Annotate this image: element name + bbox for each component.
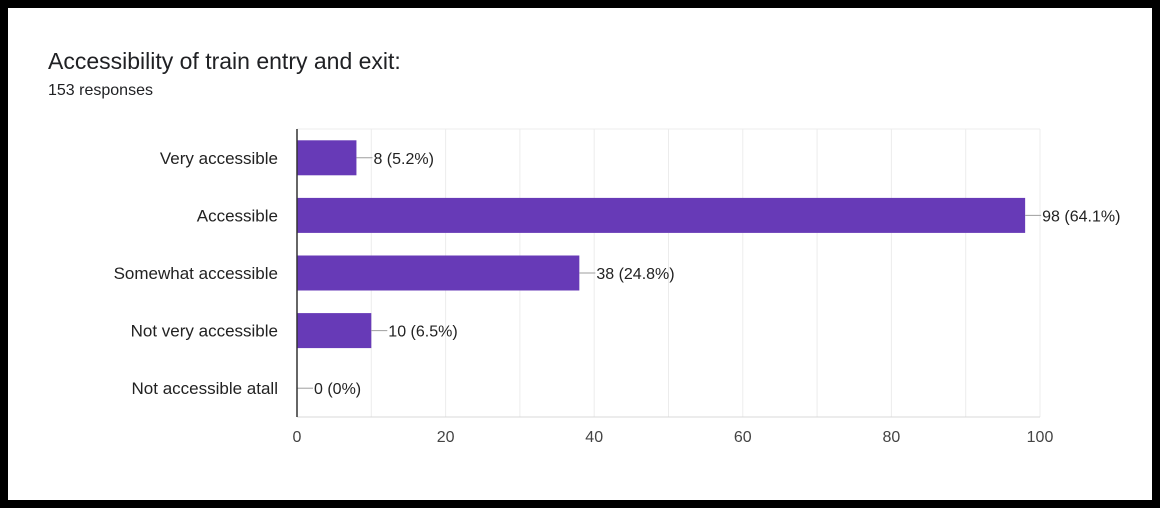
- data-label: 38 (24.8%): [596, 266, 674, 283]
- bars: [297, 140, 1026, 349]
- category-label: Not accessible atall: [132, 379, 278, 398]
- x-tick-label: 0: [293, 429, 302, 446]
- data-label: 0 (0%): [314, 381, 361, 398]
- data-label: 98 (64.1%): [1042, 208, 1120, 225]
- x-tick-label: 100: [1027, 429, 1054, 446]
- x-tick-label: 80: [883, 429, 901, 446]
- category-label: Very accessible: [160, 149, 278, 168]
- data-label: 8 (5.2%): [373, 151, 433, 168]
- response-count: 153 responses: [48, 82, 153, 99]
- labels: 0 20 40 60 80 100 Very accessible 8 (5.2%) Acces…: [114, 129, 1120, 446]
- bar: [297, 255, 580, 291]
- bar: [297, 140, 357, 176]
- chart-title: Accessibility of train entry and exit:: [48, 48, 401, 74]
- bar: [297, 313, 372, 349]
- category-label: Somewhat accessible: [114, 264, 278, 283]
- bar: [297, 197, 1026, 233]
- x-tick-label: 20: [437, 429, 455, 446]
- x-tick-label: 40: [585, 429, 603, 446]
- bar-chart: 0 20 40 60 80 100 Very accessible 8 (5.2%) Acces…: [114, 128, 1120, 446]
- x-tick-label: 60: [734, 429, 752, 446]
- chart-card: Accessibility of train entry and exit: 1…: [8, 8, 1152, 500]
- data-label: 10 (6.5%): [388, 324, 457, 341]
- category-label: Not very accessible: [131, 322, 278, 341]
- category-label: Accessible: [197, 206, 278, 225]
